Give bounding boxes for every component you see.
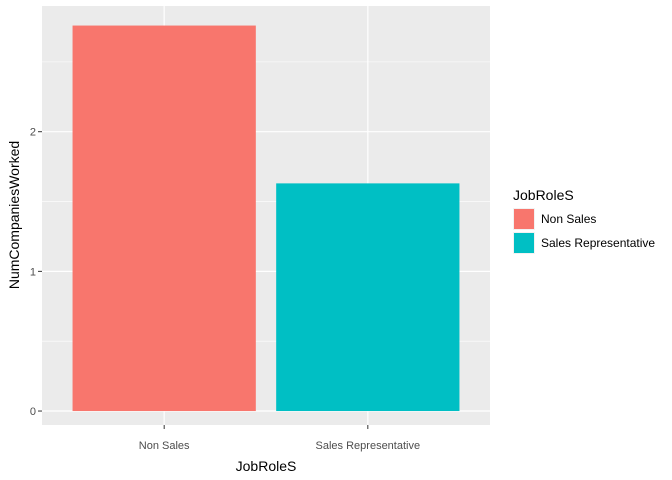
legend-title: JobRoleS bbox=[513, 187, 574, 203]
bar-non-sales bbox=[72, 25, 256, 412]
legend: JobRoleS Non Sales Sales Representative bbox=[513, 187, 655, 254]
bar-sales-representative bbox=[276, 183, 460, 412]
bars bbox=[72, 25, 460, 412]
legend-swatch bbox=[514, 209, 534, 229]
y-tick-label: 2 bbox=[30, 127, 36, 139]
y-tick-label: 0 bbox=[30, 406, 36, 418]
y-axis: 0 1 2 bbox=[30, 127, 42, 418]
legend-swatch bbox=[514, 233, 534, 253]
legend-label: Non Sales bbox=[541, 212, 596, 226]
legend-label: Sales Representative bbox=[541, 236, 655, 250]
x-tick-label: Non Sales bbox=[139, 440, 190, 452]
x-tick-label: Sales Representative bbox=[316, 440, 421, 452]
y-axis-title: NumCompaniesWorked bbox=[6, 141, 22, 289]
x-axis-title: JobRoleS bbox=[236, 458, 297, 474]
y-tick-label: 1 bbox=[30, 266, 36, 278]
x-axis: Non Sales Sales Representative bbox=[139, 425, 420, 452]
